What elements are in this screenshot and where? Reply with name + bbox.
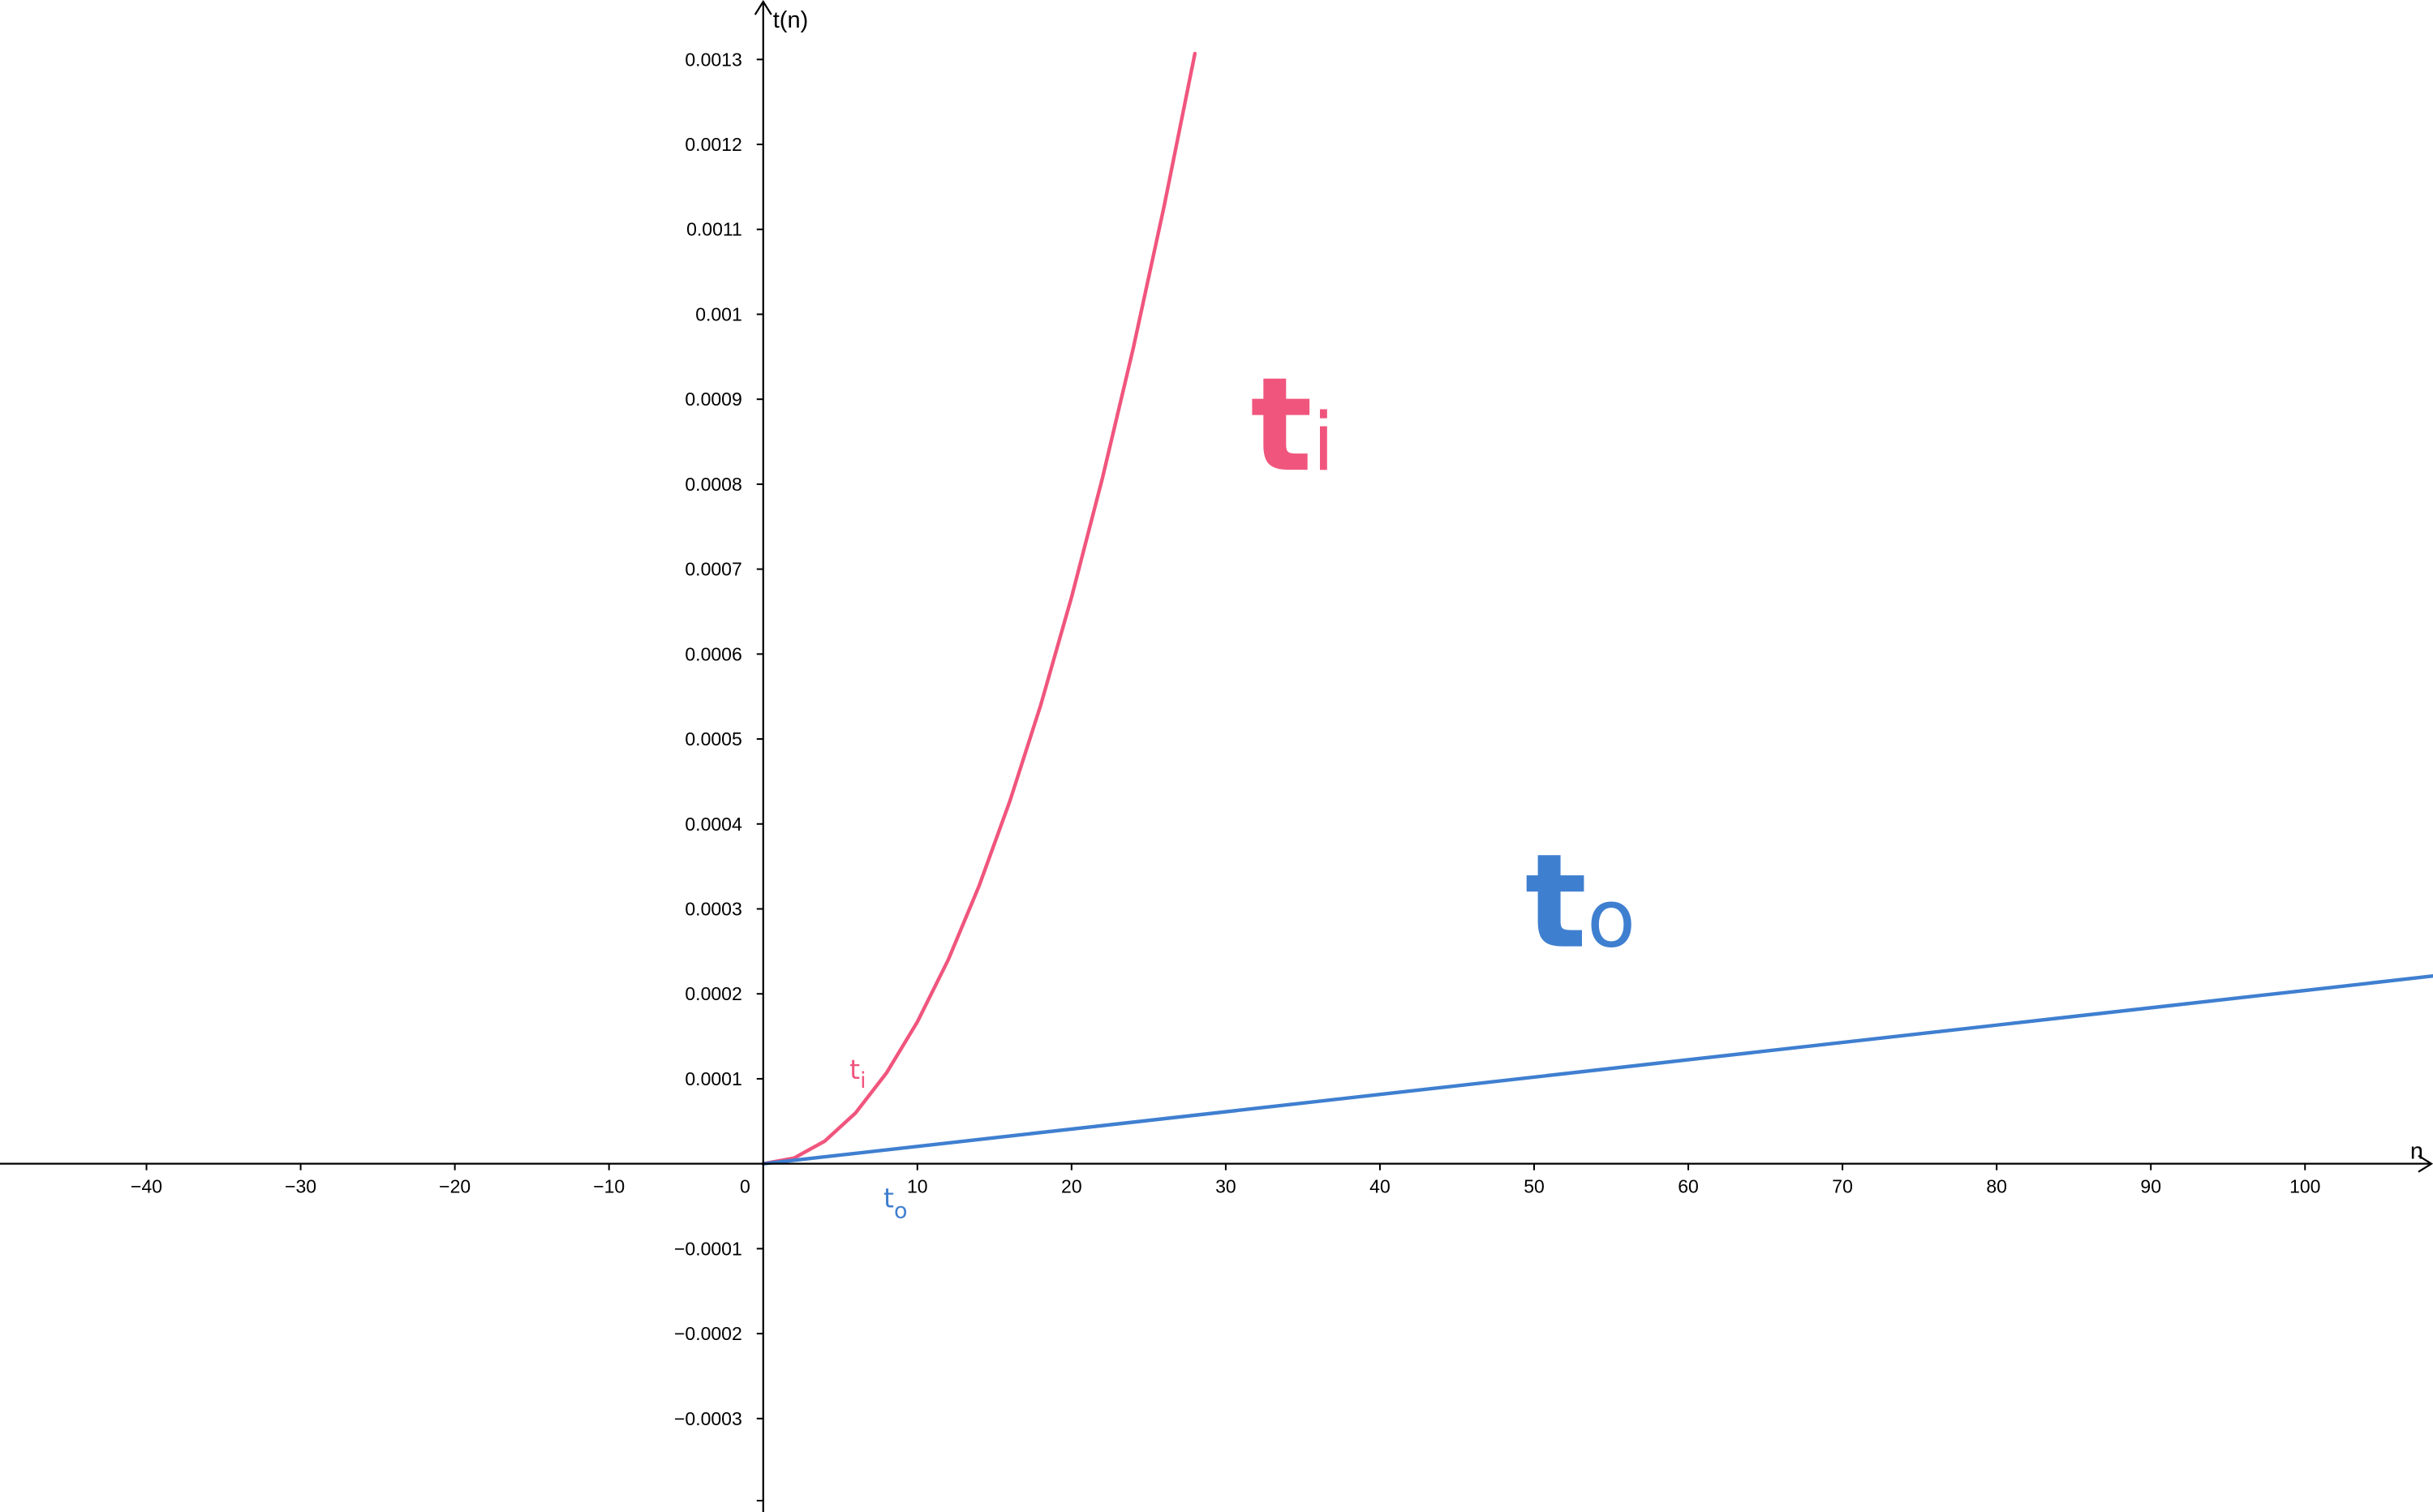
series-line-ti — [761, 51, 1197, 1166]
x-tick-label: 80 — [1986, 1176, 2007, 1197]
y-tick-label: 0.0011 — [686, 219, 742, 240]
y-tick-label: −0.0001 — [674, 1238, 742, 1259]
origin-label: 0 — [740, 1176, 750, 1197]
x-tick-label: 50 — [1524, 1176, 1545, 1197]
y-tick-label: 0.0003 — [685, 898, 742, 919]
y-tick-label: 0.0012 — [685, 134, 742, 155]
series-big-label-to-sub: o — [1587, 874, 1636, 966]
series-label-ti-main: t — [849, 1054, 860, 1085]
x-tick-label: 10 — [907, 1176, 928, 1197]
y-tick-label: −0.0002 — [674, 1323, 742, 1344]
y-tick-label: 0.001 — [695, 303, 742, 324]
y-tick-label: 0.0013 — [685, 49, 742, 70]
series-label-to: to — [883, 1183, 907, 1224]
series-big-label-to: to — [1525, 826, 1636, 977]
x-axis-ticks: −40 −30 −20 −10 10 20 30 40 50 60 70 80 90 100 — [131, 1163, 2320, 1197]
y-tick-label: −0.0003 — [674, 1408, 742, 1429]
series-big-label-ti: ti — [1250, 349, 1335, 500]
y-axis-label: t(n) — [773, 7, 809, 33]
x-tick-label: −40 — [131, 1176, 162, 1197]
x-tick-label: 90 — [2140, 1176, 2161, 1197]
series-label-ti: ti — [849, 1054, 866, 1093]
x-tick-label: −20 — [439, 1176, 471, 1197]
series-big-label-to-main: t — [1525, 826, 1587, 977]
y-tick-label: 0.0001 — [685, 1068, 742, 1089]
y-tick-label: 0.0006 — [685, 643, 742, 664]
series-label-to-sub: o — [894, 1199, 908, 1224]
series-label-ti-sub: i — [860, 1068, 866, 1093]
y-tick-label: 0.0004 — [685, 814, 742, 835]
series-line-to — [761, 974, 2433, 1166]
series-label-to-main: t — [883, 1183, 894, 1214]
x-tick-label: −30 — [285, 1176, 316, 1197]
x-tick-label: −10 — [593, 1176, 625, 1197]
series-labels-layer: ti to ti to — [849, 349, 1636, 1224]
series-big-label-ti-sub: i — [1313, 397, 1335, 489]
x-tick-label: 20 — [1061, 1176, 1082, 1197]
x-tick-label: 30 — [1215, 1176, 1236, 1197]
y-tick-label: 0.0005 — [685, 728, 742, 750]
y-tick-label: 0.0007 — [685, 559, 742, 580]
curves-layer — [761, 51, 2433, 1166]
x-axis-label: n — [2410, 1139, 2423, 1165]
y-tick-label: 0.0008 — [685, 474, 742, 495]
y-axis-arrow-icon — [754, 0, 772, 15]
y-tick-label: 0.0002 — [685, 983, 742, 1004]
x-tick-label: 100 — [2289, 1176, 2320, 1197]
y-tick-label: 0.0009 — [685, 389, 742, 410]
x-tick-label: 40 — [1369, 1176, 1391, 1197]
x-tick-label: 70 — [1832, 1176, 1853, 1197]
y-axis-ticks: 0.0013 0.0012 0.0011 0.001 0.0009 0.0008 0.000… — [674, 49, 763, 1501]
series-big-label-ti-main: t — [1250, 349, 1312, 500]
x-tick-label: 60 — [1678, 1176, 1699, 1197]
x-axis-arrow-icon — [2418, 1154, 2433, 1173]
